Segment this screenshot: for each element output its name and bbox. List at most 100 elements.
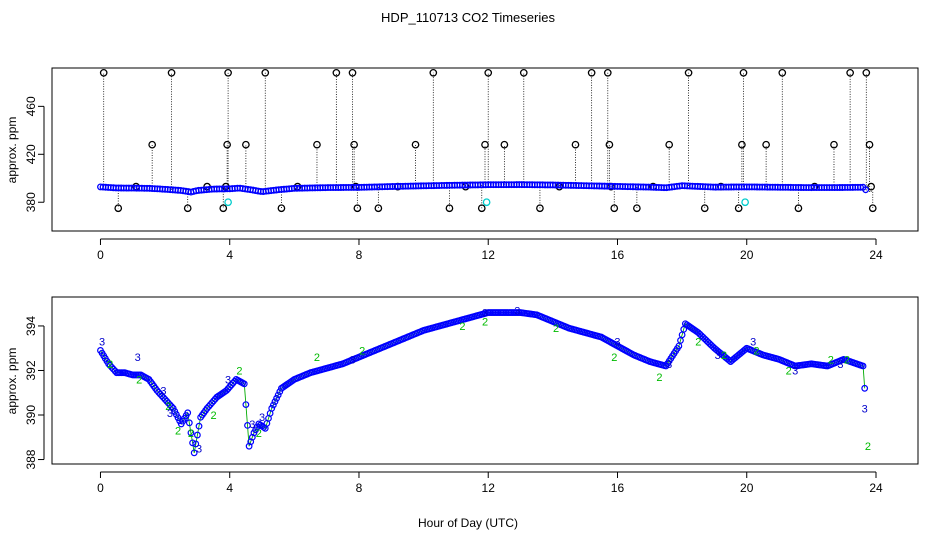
series-point-o xyxy=(189,439,196,447)
series-point-3: 3 xyxy=(837,359,843,371)
spike-point xyxy=(277,204,286,213)
top-spikes xyxy=(99,68,877,213)
spike-point xyxy=(224,68,232,77)
series-point-2: 2 xyxy=(236,365,242,377)
panel-top: approx. ppm 0 4 8 12 16 20 24 380 420 460 xyxy=(5,67,919,262)
series-point-2: 2 xyxy=(136,374,142,386)
series-point-3: 3 xyxy=(750,337,756,349)
chart-title: HDP_110713 CO2 Timeseries xyxy=(381,10,555,25)
spike-point xyxy=(374,204,383,213)
series-point-2: 2 xyxy=(107,359,113,371)
spike-point xyxy=(445,204,454,213)
y-tick-label: 392 xyxy=(24,360,38,380)
series-point-3: 3 xyxy=(167,408,173,420)
x-tick-label: 24 xyxy=(869,481,883,495)
spike-point xyxy=(830,140,838,149)
series-point-3: 3 xyxy=(249,419,255,431)
y-tick-label: 390 xyxy=(24,405,38,425)
series-point-3: 3 xyxy=(160,386,166,398)
spike-point xyxy=(665,140,674,149)
spike-point xyxy=(862,68,871,77)
flagged-point xyxy=(741,198,749,207)
series-point-o xyxy=(244,422,251,429)
series-point-o xyxy=(240,380,248,388)
spike-point xyxy=(332,68,341,77)
series-point-3: 3 xyxy=(792,365,798,377)
series-point-o xyxy=(274,391,282,399)
spike-point xyxy=(571,140,580,149)
series-point-3: 3 xyxy=(482,308,488,320)
series-point-o xyxy=(192,440,200,448)
series-point-o xyxy=(247,438,255,446)
flagged-point xyxy=(482,198,491,207)
spike-point xyxy=(633,204,641,213)
spike-point xyxy=(762,140,770,149)
series-point-o xyxy=(190,449,198,457)
x-tick-label: 0 xyxy=(97,481,104,495)
series-point-2: 2 xyxy=(256,428,262,440)
spike-point xyxy=(603,68,612,77)
spike-point xyxy=(477,204,486,213)
series-point-3: 3 xyxy=(666,359,672,371)
spike-point xyxy=(867,182,875,191)
top-axes: 0 4 8 12 16 20 24 380 420 460 xyxy=(24,96,883,262)
spike-point xyxy=(348,68,357,77)
spike-point xyxy=(411,140,420,149)
spike-point xyxy=(868,204,877,213)
series-point-2: 2 xyxy=(165,401,171,413)
series-point-o xyxy=(245,442,253,450)
y-tick-label: 420 xyxy=(24,144,38,164)
spike-point xyxy=(734,204,743,213)
series-point-2: 2 xyxy=(828,354,834,366)
series-point-2: 2 xyxy=(695,337,701,349)
series-point-3: 3 xyxy=(196,443,202,455)
series-point-3: 3 xyxy=(225,374,231,386)
spike-point xyxy=(778,68,787,77)
series-point-o xyxy=(741,346,749,353)
series-point-2: 2 xyxy=(188,428,194,440)
x-tick-label: 8 xyxy=(356,481,363,495)
x-tick-label: 0 xyxy=(97,248,104,262)
spike-point xyxy=(313,140,321,149)
spike-point xyxy=(865,140,874,149)
series-point-o xyxy=(269,401,277,409)
spike-point xyxy=(536,204,544,213)
spike-point xyxy=(219,204,228,213)
series-point-2: 2 xyxy=(314,352,320,364)
spike-point xyxy=(794,204,803,213)
spike-point xyxy=(429,68,438,77)
series-point-3: 3 xyxy=(862,403,868,415)
y-tick-label: 388 xyxy=(24,449,38,469)
series-point-o xyxy=(861,384,869,392)
spike-point xyxy=(350,140,358,149)
spike-point xyxy=(519,68,528,77)
spike-point xyxy=(738,140,746,149)
series-point-2: 2 xyxy=(786,365,792,377)
series-point-3: 3 xyxy=(715,350,721,362)
spike-point xyxy=(605,140,614,149)
y-axis-label-top: approx. ppm xyxy=(5,117,19,184)
series-point-o xyxy=(242,401,250,409)
x-tick-label: 16 xyxy=(611,248,625,262)
series-point-2: 2 xyxy=(459,321,465,333)
series-point-2: 2 xyxy=(611,352,617,364)
spike-point xyxy=(242,140,250,149)
spike-point xyxy=(610,204,619,213)
series-point-2: 2 xyxy=(721,350,727,362)
series-point-3: 3 xyxy=(349,354,355,366)
series-point-o xyxy=(168,403,175,410)
series-point-o xyxy=(268,404,276,412)
y-tick-label: 380 xyxy=(24,192,38,212)
series-point-o xyxy=(185,419,193,427)
x-axis-label: Hour of Day (UTC) xyxy=(418,516,518,530)
spike-point xyxy=(684,68,693,77)
spike-point xyxy=(739,68,748,77)
series-point-2: 2 xyxy=(865,441,871,453)
series-point-3: 3 xyxy=(259,412,265,424)
series-point-o xyxy=(248,433,256,441)
spike-point xyxy=(484,68,493,77)
x-tick-label: 4 xyxy=(226,248,233,262)
